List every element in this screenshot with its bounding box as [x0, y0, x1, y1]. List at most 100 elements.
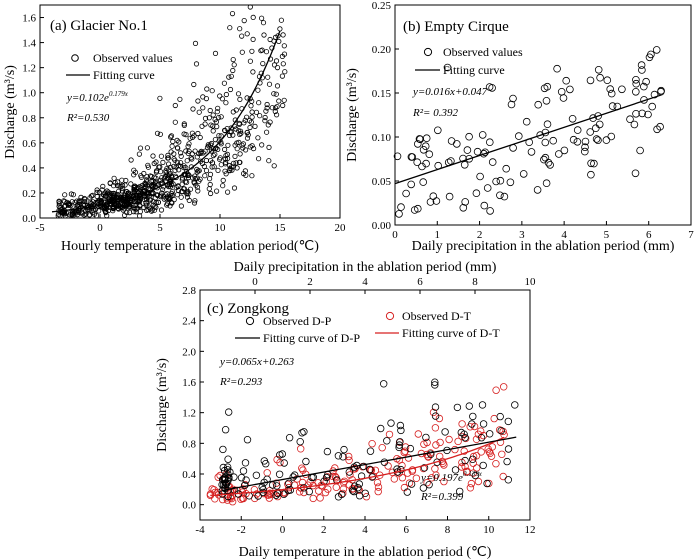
data-point — [459, 204, 468, 212]
data-point — [209, 160, 215, 166]
data-point — [199, 123, 205, 129]
data-point — [607, 132, 616, 141]
data-point — [631, 88, 640, 96]
data-point — [231, 62, 237, 68]
panel-c-legend-dt-observed: Observed D-T — [402, 309, 472, 323]
data-point — [194, 169, 200, 175]
data-point — [231, 185, 238, 191]
data-point — [500, 192, 509, 201]
data-point — [453, 403, 462, 412]
data-point — [488, 443, 496, 451]
data-point — [224, 492, 232, 501]
data-point — [237, 26, 243, 32]
data-point — [145, 164, 151, 170]
y-tick-label: 0.05 — [372, 176, 392, 188]
x-tick-label: 15 — [275, 222, 287, 234]
data-point — [469, 459, 477, 467]
panel-a-fitting-curve — [51, 30, 281, 213]
data-point — [228, 73, 234, 79]
data-point — [373, 478, 382, 487]
data-point — [485, 83, 494, 91]
data-point — [150, 153, 156, 159]
panel-a-legend-marker — [71, 54, 79, 62]
data-point — [131, 209, 137, 215]
x-tick-label: 6 — [646, 229, 652, 241]
data-point — [223, 153, 229, 159]
data-point — [440, 477, 448, 486]
panel-a-ticks: -5 0 5 10 15 20 0.0 0.2 0.4 0.6 0.8 1.0 1.2 1.4 1.6 — [22, 13, 346, 234]
data-point — [160, 159, 166, 165]
data-point — [204, 86, 210, 92]
panel-c-r2-dp: R²=0.293 — [219, 376, 263, 388]
data-point — [171, 197, 177, 203]
data-point — [223, 100, 229, 106]
data-point — [408, 466, 417, 474]
data-point — [276, 98, 282, 104]
data-point — [183, 148, 189, 154]
data-point — [408, 153, 417, 161]
data-point — [178, 150, 184, 156]
data-point — [212, 151, 218, 157]
data-point — [445, 435, 453, 444]
data-point — [273, 91, 279, 97]
data-point — [241, 459, 250, 467]
panel-b-title: (b) Empty Cirque — [403, 19, 509, 35]
data-point — [194, 154, 200, 160]
data-point — [527, 148, 536, 156]
data-point — [202, 115, 209, 122]
data-point — [280, 459, 288, 467]
data-point — [242, 117, 248, 123]
y-tick-label: 0.2 — [22, 188, 36, 200]
data-point — [331, 472, 339, 481]
data-point — [413, 140, 422, 148]
data-point — [371, 466, 380, 474]
data-point — [254, 492, 262, 500]
data-point — [540, 155, 548, 164]
data-point — [215, 146, 221, 152]
data-point — [274, 492, 282, 501]
panel-c-fitting-curve-dt — [210, 436, 505, 497]
data-point — [258, 15, 265, 21]
data-point — [64, 210, 70, 216]
data-point — [225, 155, 231, 161]
y-tick-label: 0.0 — [22, 213, 36, 225]
x2-tick-label: 8 — [472, 276, 478, 288]
data-point — [645, 53, 654, 62]
data-point — [293, 475, 301, 483]
data-point — [259, 47, 265, 53]
y-tick-label: 0.6 — [22, 138, 36, 150]
x2-tick-label: 6 — [417, 276, 423, 288]
data-point — [244, 114, 250, 120]
data-point — [56, 201, 62, 207]
data-point — [469, 412, 477, 421]
data-point — [359, 462, 368, 471]
data-point — [256, 100, 262, 106]
data-point — [247, 58, 253, 64]
data-point — [461, 456, 469, 465]
data-point — [398, 474, 407, 482]
panel-a-title: (a) Glacier No.1 — [50, 18, 148, 34]
data-point — [496, 191, 504, 200]
data-point — [509, 94, 517, 103]
y-tick-label: 0.15 — [372, 88, 392, 100]
data-point — [212, 137, 218, 143]
data-point — [653, 125, 661, 134]
data-point — [95, 199, 101, 205]
data-point — [351, 482, 359, 490]
data-point — [69, 199, 75, 205]
data-point — [233, 107, 239, 113]
data-point — [252, 471, 261, 479]
data-point — [504, 417, 512, 426]
data-point — [488, 158, 497, 166]
data-point — [562, 76, 570, 85]
x-tick-label: 10 — [483, 524, 495, 536]
panel-b-xlabel: Daily precipitation in the ablation peri… — [412, 239, 675, 254]
data-point — [223, 91, 229, 98]
data-point — [168, 134, 174, 140]
data-point — [230, 473, 238, 481]
data-point — [428, 474, 436, 482]
data-point — [190, 106, 196, 112]
x-tick-label: -4 — [195, 524, 205, 536]
panel-c-equation-dt: y=0.197e0.139x — [420, 470, 483, 484]
data-point — [432, 197, 441, 205]
